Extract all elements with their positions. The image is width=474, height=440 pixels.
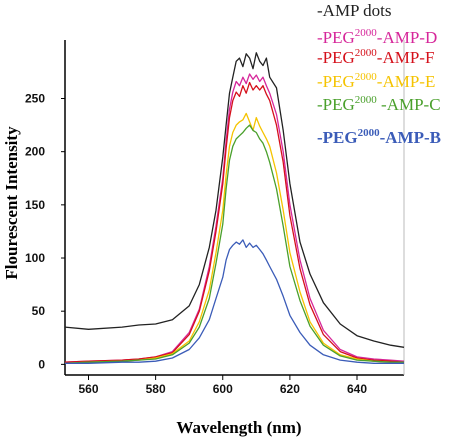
series-line-6	[65, 239, 404, 364]
y-tick-label: 250	[25, 91, 45, 105]
legend-entry-1: -AMP dots	[317, 1, 391, 20]
legend-entry-6: -PEG2000-AMP-B	[317, 127, 441, 147]
legend-entry-5: -PEG2000 -AMP-C	[317, 94, 441, 114]
y-tick-label: 0	[38, 357, 45, 371]
series-line-4	[64, 112, 404, 364]
y-tick-label: 50	[32, 304, 46, 318]
x-tick-label: 620	[280, 382, 300, 396]
x-tick-label: 600	[213, 382, 233, 396]
x-axis-ticks: 560 580 600 620 640	[78, 375, 367, 396]
x-tick-label: 580	[146, 382, 166, 396]
x-axis-title: Wavelength (nm)	[176, 418, 301, 437]
legend: -AMP dots -PEG2000-AMP-D-PEG2000-AMP-F -PE…	[317, 1, 441, 147]
legend-entry-2: -PEG2000-AMP-D	[317, 27, 437, 47]
x-tick-label: 640	[347, 382, 367, 396]
series-line-1	[64, 52, 405, 348]
x-tick-label: 560	[78, 382, 98, 396]
legend-entry-3: -PEG2000-AMP-F	[317, 47, 434, 67]
y-axis-ticks: 0 50 100 150 200 250	[25, 91, 65, 371]
series-line-3	[64, 81, 405, 363]
plot-area	[64, 40, 405, 376]
y-axis-title: Flourescent Intensity	[2, 126, 21, 280]
y-tick-label: 100	[25, 251, 45, 265]
series-line-2	[64, 73, 405, 363]
y-tick-label: 150	[25, 198, 45, 212]
y-tick-label: 200	[25, 145, 45, 159]
legend-entry-4: -PEG2000-AMP-E	[317, 71, 435, 91]
series-line-5	[64, 124, 404, 364]
series-layer	[64, 52, 405, 364]
